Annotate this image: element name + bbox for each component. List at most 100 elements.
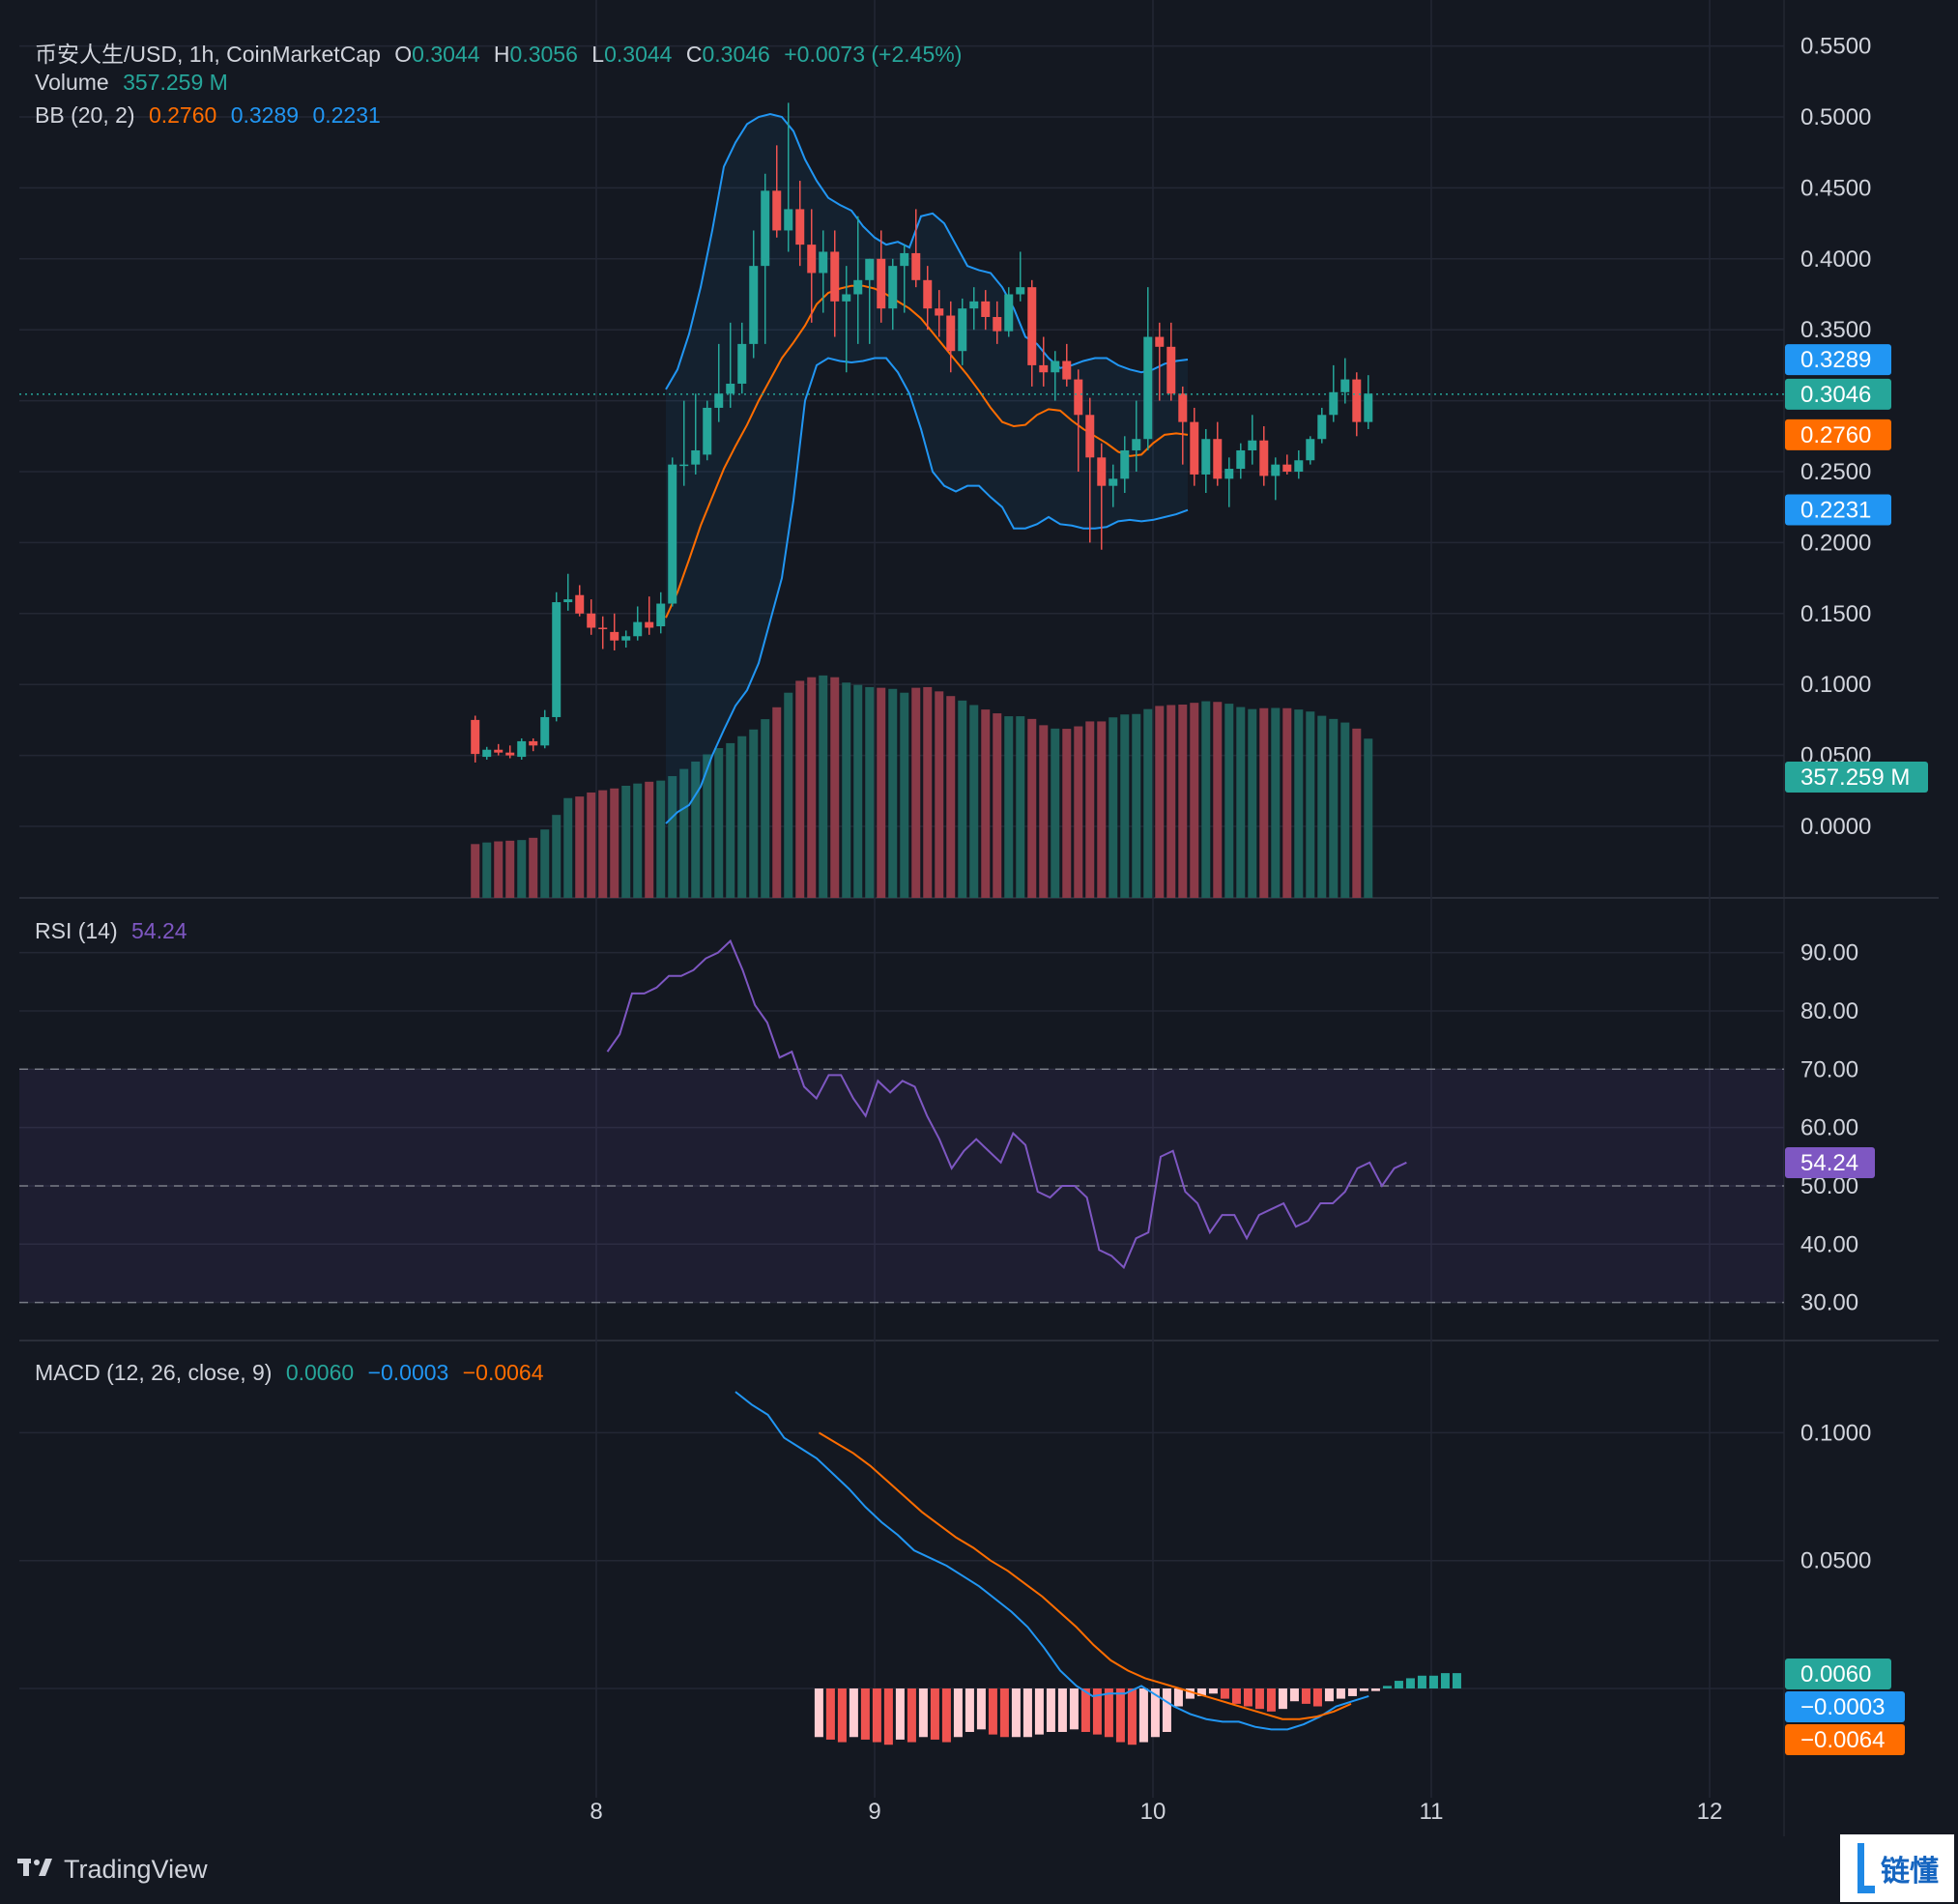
volume-bar [1329, 718, 1339, 898]
volume-bar [1236, 707, 1246, 898]
volume-value: 357.259 M [123, 70, 228, 95]
volume-bar [819, 675, 828, 898]
open-value: 0.3044 [412, 42, 480, 67]
bb-lower-badge: 0.2231 [1785, 494, 1891, 526]
candle-body [761, 190, 770, 267]
candle-body [737, 343, 747, 384]
macd-signal-badge-bg [1785, 1724, 1905, 1755]
volume-bar [726, 742, 735, 898]
rsi-badge: 54.24 [1785, 1147, 1875, 1178]
macd-histogram-bar [1440, 1673, 1450, 1688]
volume-bar [1132, 713, 1141, 898]
candle-body [563, 599, 573, 603]
bb-basis-badge-text: 0.2760 [1800, 422, 1871, 448]
macd-histogram-bar [1243, 1688, 1253, 1707]
chart-frame[interactable]: 0.5500 0.5000 0.4500 0.4000 0.3500 0.2500 0.20… [19, 0, 1939, 1836]
candle-body [587, 613, 596, 628]
volume-bar [552, 815, 561, 898]
macd-histogram-bar [872, 1688, 881, 1743]
macd-histogram-bar [1208, 1688, 1218, 1694]
candle-body [540, 716, 550, 746]
candle-body [1282, 464, 1292, 472]
volume-badge: 357.259 M [1785, 762, 1928, 793]
macd-histogram-bar [814, 1688, 823, 1738]
macd-histogram-bar [1069, 1688, 1079, 1730]
volume-bar [842, 682, 851, 898]
macd-histogram-bar [907, 1688, 916, 1743]
volume-bar [1051, 728, 1060, 898]
macd-histogram-bar [1127, 1688, 1137, 1745]
bb-basis-value: 0.2760 [148, 102, 217, 128]
volume-bar [529, 837, 538, 898]
volume-bar [1097, 721, 1107, 898]
candle-body [993, 316, 1002, 332]
candle-body [726, 383, 735, 394]
macd-tick-label: 0.1000 [1800, 1420, 1871, 1446]
volume-bar [563, 797, 573, 898]
volume-bar [1004, 716, 1014, 898]
candle-body [1178, 393, 1188, 422]
last-price-badge-bg [1785, 378, 1891, 410]
symbol-legend: 币安人生/USD, 1h, CoinMarketCap O0.3044 H0.3… [35, 36, 969, 69]
price-tick-label: 0.2500 [1800, 459, 1871, 485]
macd-histogram-bar [837, 1688, 847, 1743]
volume-bar [1294, 709, 1304, 898]
volume-label: Volume [35, 70, 109, 95]
volume-legend: Volume 357.259 M [35, 70, 236, 96]
volume-bar [645, 781, 654, 898]
candle-body [958, 308, 967, 352]
macd-histogram-bar [1359, 1688, 1368, 1691]
volume-bar [877, 687, 886, 898]
chart-canvas[interactable]: 0.5500 0.5000 0.4500 0.4000 0.3500 0.2500 0.20… [19, 0, 1939, 1836]
macd-histogram-bar [988, 1688, 997, 1735]
candle-body [923, 279, 933, 309]
bollinger-band-fill [666, 114, 1189, 824]
candle-body [714, 393, 724, 408]
volume-bar [668, 776, 677, 898]
macd-histogram-bar [895, 1688, 905, 1740]
candle-body [679, 464, 689, 467]
candle-body [1317, 415, 1327, 440]
chart-background [19, 0, 1939, 1836]
bb-lower-badge-text: 0.2231 [1800, 497, 1871, 523]
bb-upper-badge-text: 0.3289 [1800, 347, 1871, 373]
candle-body [807, 245, 817, 274]
volume-bar [981, 709, 991, 898]
candle-body [691, 449, 701, 465]
volume-bar [784, 692, 793, 898]
bb-upper-badge-bg [1785, 344, 1891, 376]
macd-histogram-bar [1034, 1688, 1044, 1735]
macd-histogram-bar [1138, 1688, 1148, 1743]
last-price-badge-text: 0.3046 [1800, 382, 1871, 408]
volume-bar [865, 686, 875, 898]
volume-bar [1166, 705, 1176, 898]
candle-body [1224, 469, 1234, 479]
macd-histogram-bar [953, 1688, 963, 1738]
macd-histogram-bar [1394, 1681, 1403, 1688]
macd-legend: MACD (12, 26, close, 9) 0.0060 −0.0003 −… [35, 1360, 552, 1386]
volume-bar [888, 688, 898, 898]
macd-signal-badge: −0.0064 [1785, 1724, 1905, 1755]
macd-histogram-bar [1104, 1688, 1113, 1738]
volume-bar [1085, 721, 1095, 898]
volume-bar [911, 687, 921, 898]
candle-body [749, 266, 759, 344]
price-tick-label: 0.4500 [1800, 175, 1871, 201]
volume-bar [923, 686, 933, 898]
candle-body [645, 621, 654, 628]
rsi-tick-label: 30.00 [1800, 1290, 1858, 1316]
candle-body [610, 631, 619, 641]
candle-body [911, 252, 921, 280]
candle-body [1248, 440, 1257, 450]
macd-histogram-bar [1324, 1688, 1334, 1702]
bb-basis-badge-bg [1785, 418, 1891, 450]
candle-body [784, 209, 793, 231]
volume-bar [1271, 707, 1281, 898]
volume-bar [1109, 717, 1118, 898]
volume-bar [1120, 714, 1130, 898]
price-tick-label: 0.5000 [1800, 104, 1871, 130]
volume-bar [1306, 711, 1315, 898]
candle-body [1329, 391, 1339, 416]
rsi-badge-text: 54.24 [1800, 1150, 1858, 1176]
tradingview-logo[interactable]: TradingView [17, 1854, 208, 1885]
